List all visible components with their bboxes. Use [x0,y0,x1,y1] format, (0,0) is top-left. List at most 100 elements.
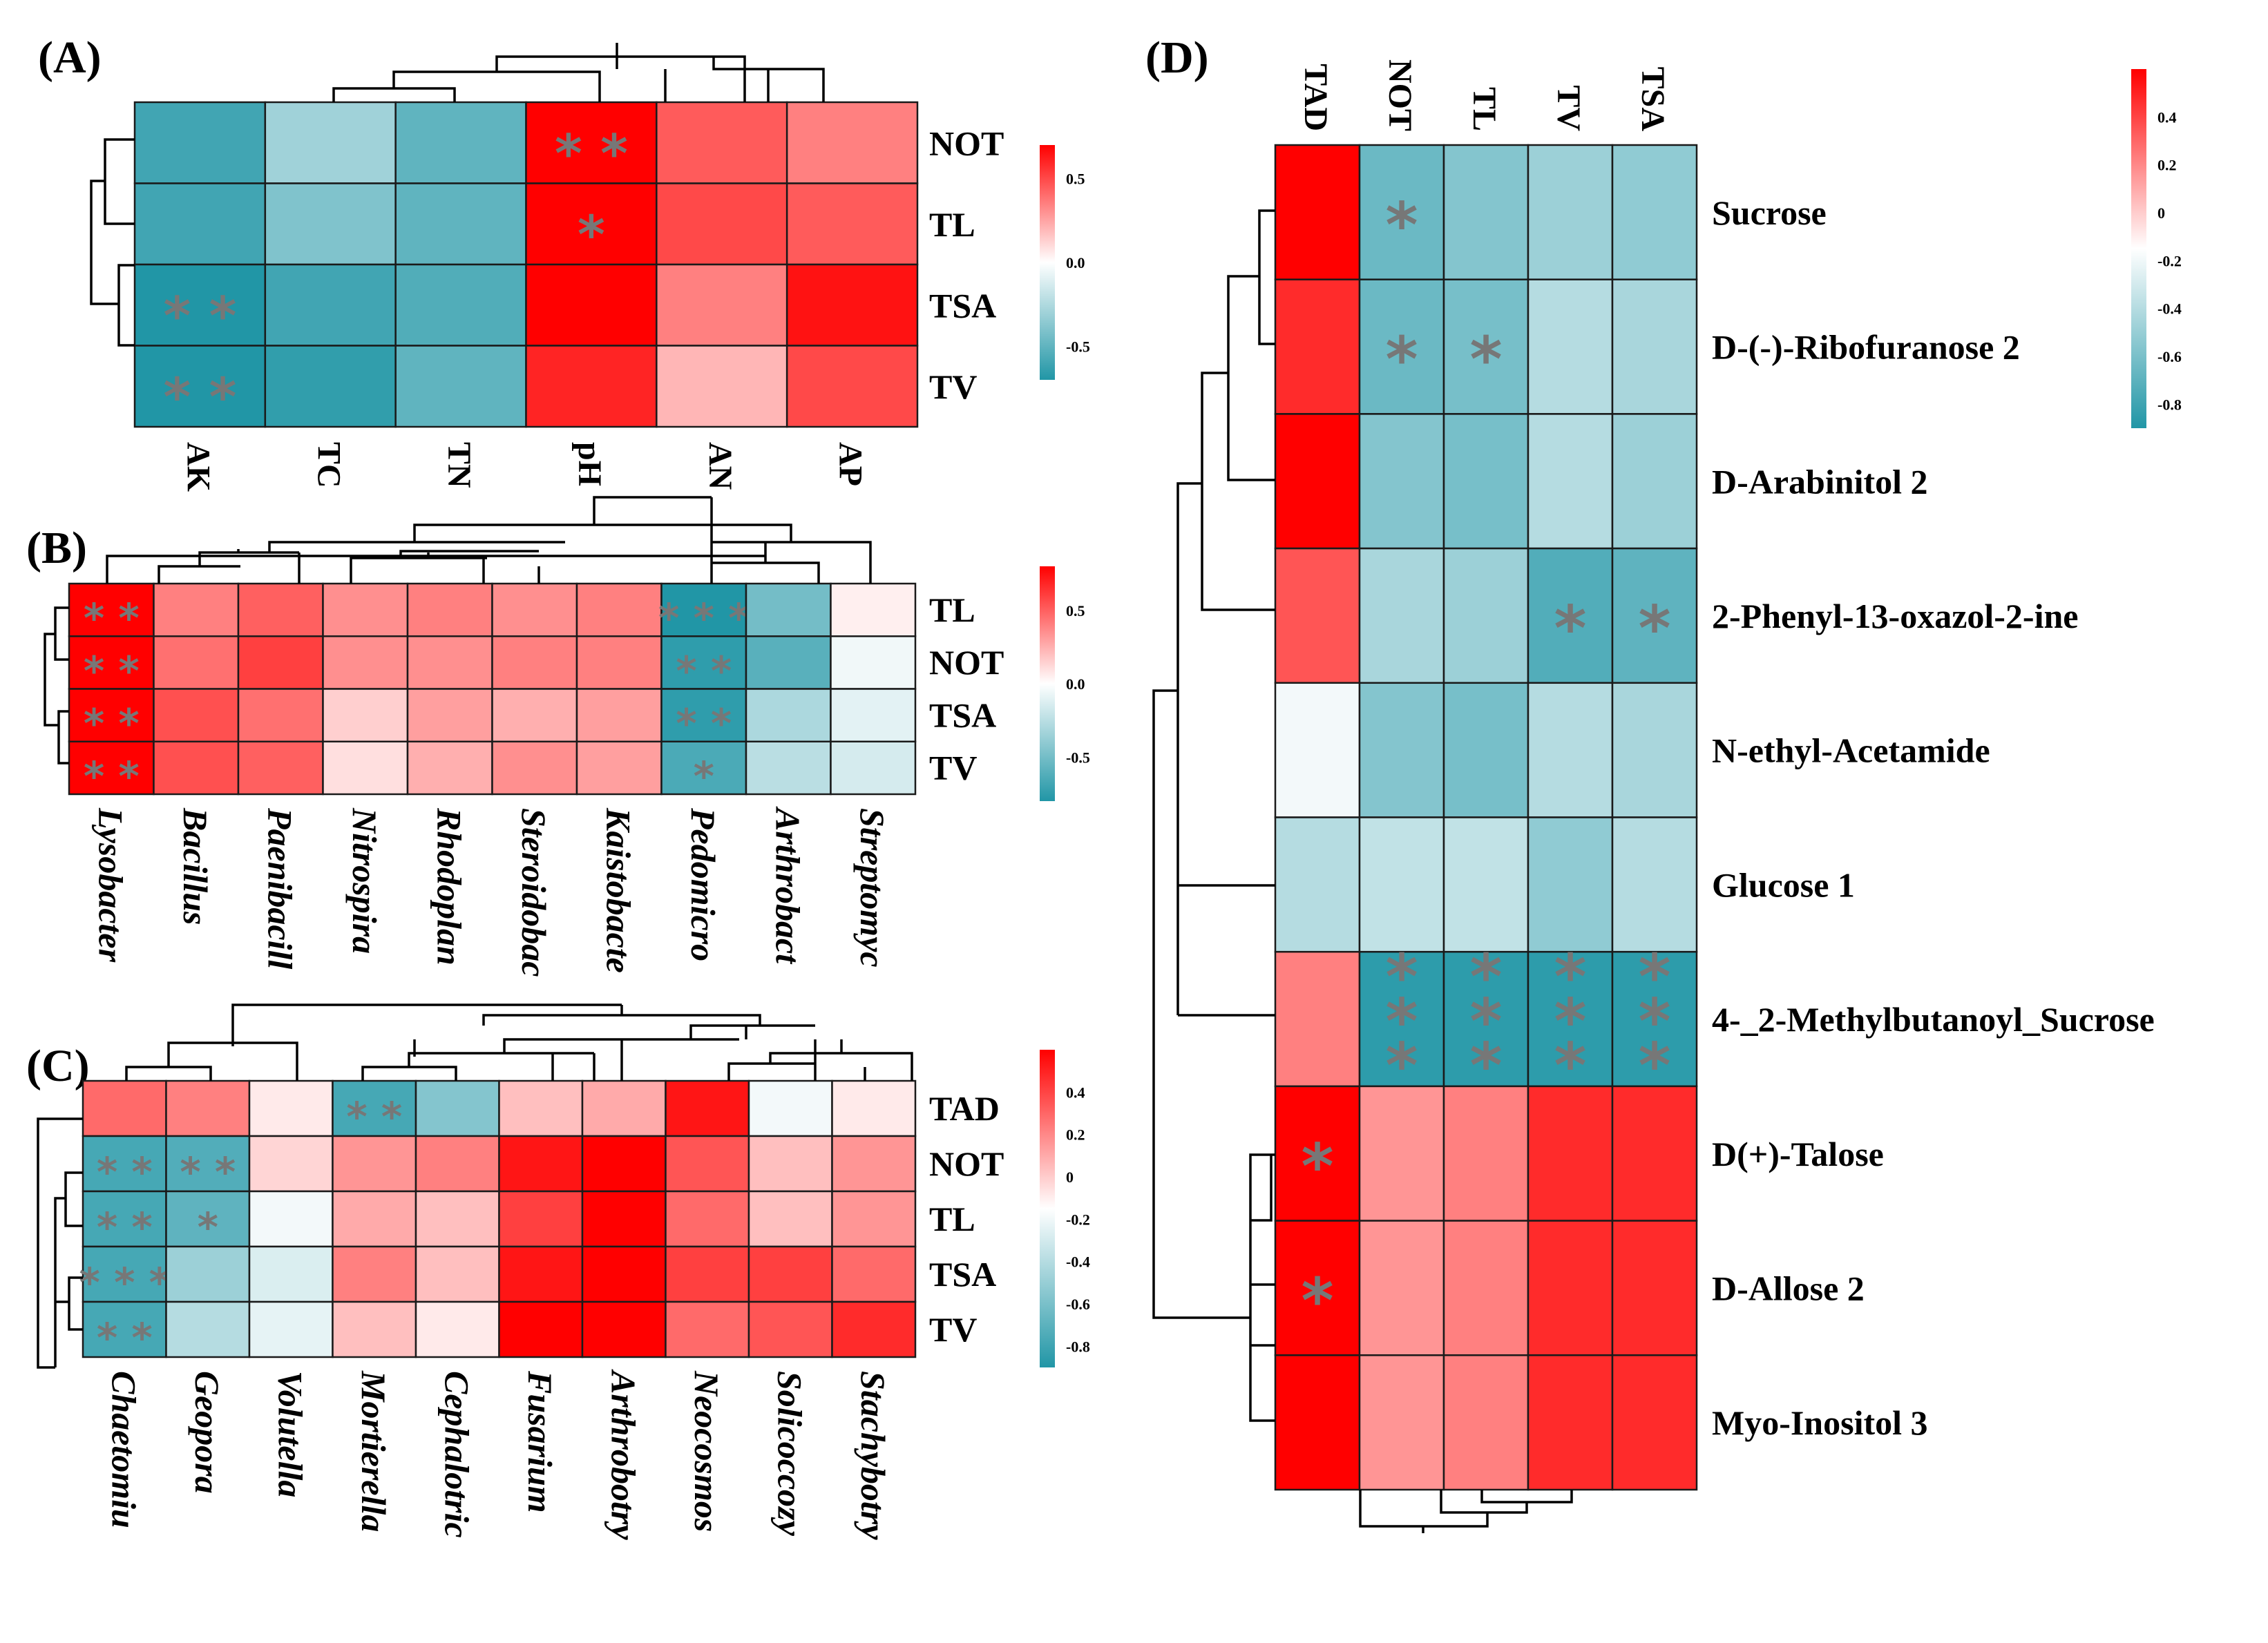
cell-d-r7-c3 [1527,1085,1614,1222]
cell-b-r1-c2 [237,635,324,690]
legend-tick-a-1: 0.0 [1066,254,1085,271]
cell-c-r0-c6 [581,1079,667,1137]
cell-a-r0-c0 [133,101,267,184]
significance-d-r6-c2-0: * [1469,941,1502,1013]
row-label-d-9: Myo-Inositol 3 [1712,1403,1928,1442]
significance-c-r2-c1: * [198,1204,218,1251]
cell-b-r1-c7 [660,635,747,690]
cell-a-r0-c5 [785,101,919,184]
cell-d-r5-c1 [1358,816,1445,953]
cell-d-r7-c4 [1611,1085,1698,1222]
cell-a-r1-c0 [133,182,267,266]
cell-d-r0-c4 [1611,144,1698,280]
heatmap-b-col-dendrogram [106,496,872,584]
cell-b-r3-c5 [491,740,578,796]
row-label-d-0: Sucrose [1712,193,1827,232]
cell-c-r3-c5 [498,1245,584,1303]
row-label-d-5: Glucose 1 [1712,865,1855,904]
cell-d-r9-c1 [1358,1354,1445,1491]
cell-c-r3-c9 [831,1245,917,1303]
significance-d-r6-c2-1: * [1469,986,1502,1058]
cell-c-r1-c7 [665,1135,750,1193]
col-label-c-8: Solicoccozy [770,1371,809,1537]
cell-c-r2-c1 [165,1190,251,1248]
cell-b-r2-c8 [745,688,832,742]
dendrogram-a-top [332,43,825,102]
cell-c-r3-c7 [665,1245,750,1303]
cell-a-r2-c1 [264,263,397,347]
significance-d-r1-c2: * [1469,324,1502,396]
significance-c-r1-c1: * * [180,1149,236,1195]
cell-d-r5-c2 [1442,816,1530,953]
cell-d-r7-c1 [1358,1085,1445,1222]
cell-d-r9-c3 [1527,1354,1614,1491]
cell-c-r2-c8 [747,1190,833,1248]
cell-b-r1-c1 [153,635,240,690]
cell-c-r3-c0 [82,1245,167,1303]
cell-a-r2-c5 [785,263,919,347]
cell-c-r1-c1 [165,1135,251,1193]
cell-d-r2-c2 [1442,413,1530,550]
significance-b-r0-c7: * * * [658,595,749,642]
significance-d-r6-c1-0: * [1385,941,1418,1013]
cell-a-r2-c4 [656,263,788,347]
heatmap-b-cells: * * * * * * * * * * * * * * * * [68,582,917,800]
significance-b-r2-c7: * * [676,700,732,747]
cell-d-r6-c4 [1611,950,1698,1088]
row-label-d-6: 4-_2-Methylbutanoyl_Sucrose [1712,1000,2155,1039]
row-label-b-1: NOT [929,643,1004,682]
heatmap-panel-b: * * * * * * * * * * * * * * * * TL NOT TSA TV Lysob… [44,496,1090,977]
col-label-b-8: Arthrobact [768,806,807,965]
cell-d-r4-c1 [1358,682,1445,818]
cell-c-r0-c1 [165,1079,251,1137]
cell-d-r6-c2 [1442,950,1530,1088]
cell-b-r2-c1 [153,688,240,742]
row-label-d-8: D-Allose 2 [1712,1269,1865,1307]
cell-d-r3-c1 [1358,547,1445,684]
legend-tick-b-2: -0.5 [1066,749,1090,766]
cell-d-r4-c2 [1442,682,1530,818]
dendrogram-b-top [106,496,872,584]
cell-c-r1-c8 [747,1135,833,1193]
significance-d-r6-c4-0: * [1638,941,1670,1013]
cell-b-r3-c7 [660,740,747,796]
cell-b-r3-c6 [575,740,663,796]
legend-tick-d-5: -0.6 [2157,348,2182,365]
heatmap-panel-c: * * * * * * * * * * * * * * TAD NOT TL TSA TV Chaet… [37,1003,1090,1540]
col-label-b-7: Pedomicro [684,807,723,961]
legend-d: 0.4 0.2 0 -0.2 -0.4 -0.6 -0.8 [2131,69,2182,428]
cell-d-r8-c4 [1611,1220,1698,1356]
significance-c-r2-c0: * * [97,1204,153,1251]
cell-d-r5-c3 [1527,816,1614,953]
cell-d-r9-c0 [1274,1354,1361,1491]
heatmap-b-labels: TL NOT TSA TV Lysobacter Bacillus Paenibacill N… [91,590,1004,977]
cell-b-r3-c2 [237,740,324,796]
cell-d-r3-c2 [1442,547,1530,684]
cell-c-r0-c0 [82,1079,167,1137]
cell-a-r3-c4 [656,345,788,428]
heatmap-a-cells: * * * * * * * [133,101,919,428]
cell-c-r4-c5 [498,1300,584,1358]
cell-b-r0-c4 [406,582,493,637]
cell-b-r2-c3 [322,688,409,742]
row-label-d-4: N-ethyl-Acetamide [1712,731,1990,770]
panel-label-a: (A) [38,32,102,83]
heatmap-c-col-dendrogram [125,1003,913,1081]
legend-tick-b-1: 0.0 [1066,675,1085,693]
legend-tick-c-5: -0.6 [1066,1296,1090,1313]
significance-c-r1-c0: * * [97,1149,153,1195]
cell-a-r2-c0 [133,263,267,347]
cell-b-r0-c1 [153,582,240,637]
cell-a-r3-c5 [785,345,919,428]
cell-c-r4-c9 [831,1300,917,1358]
cell-c-r2-c7 [665,1190,750,1248]
cell-b-r1-c8 [745,635,832,690]
heatmap-panel-d: ** ** *************** Sucrose D-(-)-Ribofur… [1152,59,2182,1533]
cell-d-r3-c3 [1527,547,1614,684]
cell-b-r2-c9 [830,688,917,742]
significance-a-r0-c3: * * [555,123,628,184]
col-label-d-3: TV [1550,85,1587,131]
cell-b-r0-c6 [575,582,663,637]
cell-a-r2-c2 [394,263,527,347]
